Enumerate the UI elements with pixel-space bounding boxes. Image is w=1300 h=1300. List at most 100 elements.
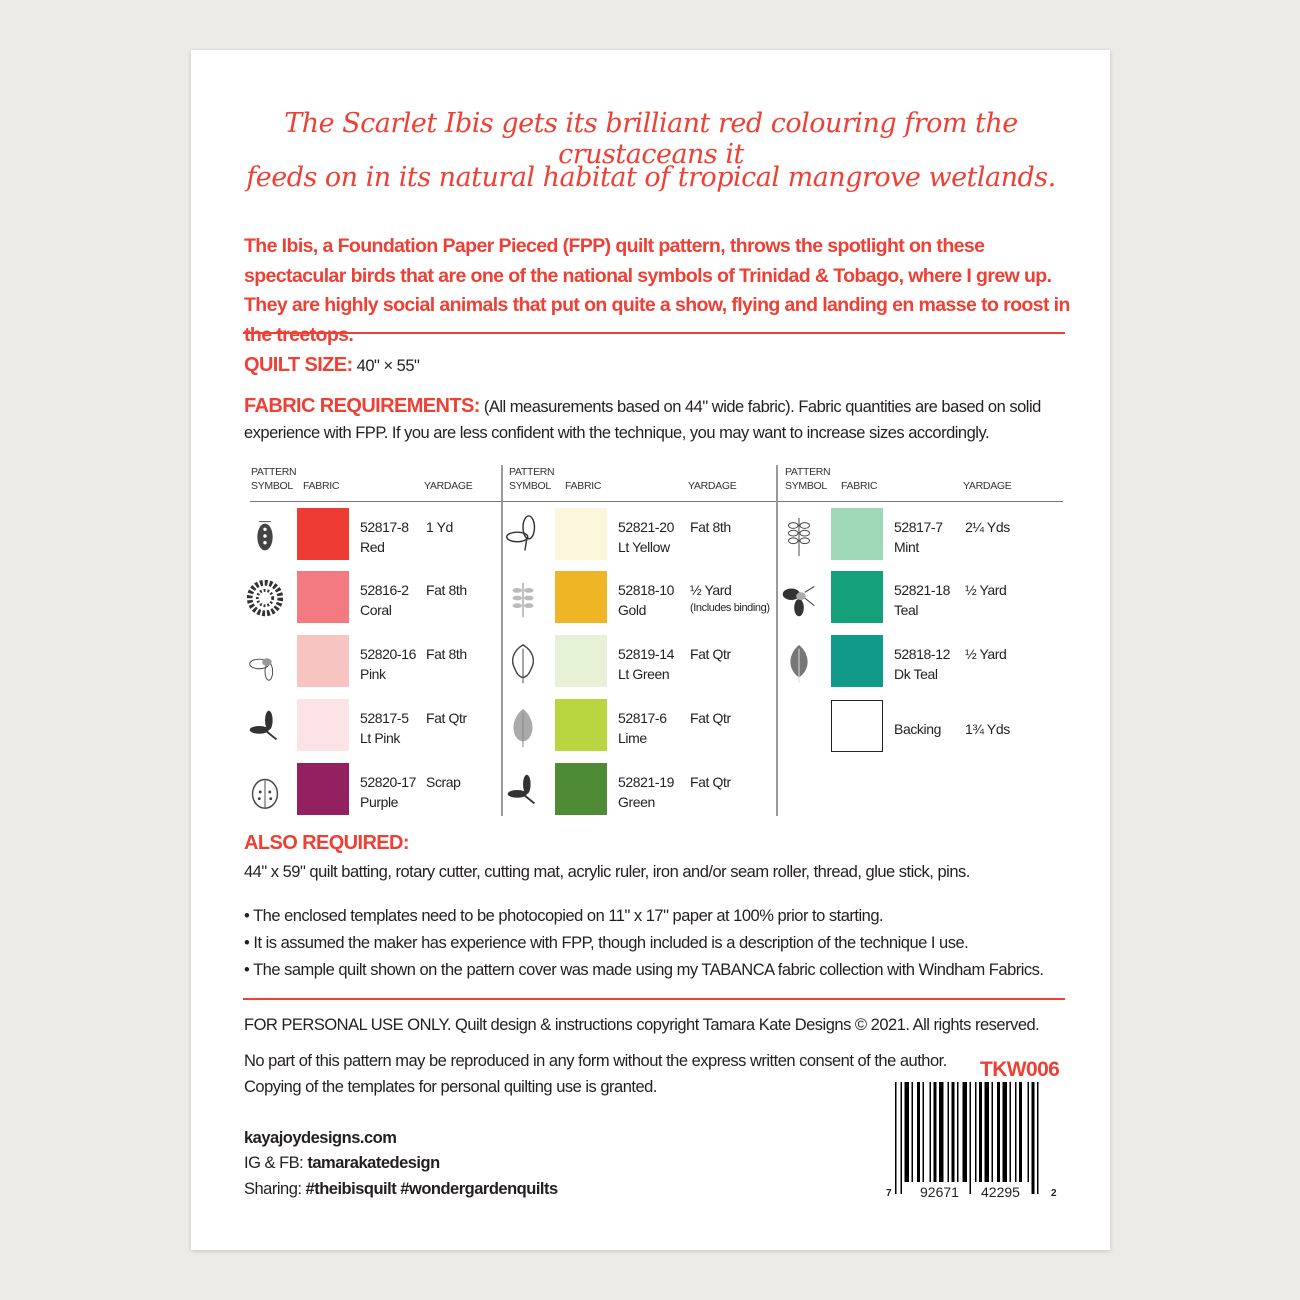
divider [243, 998, 1065, 1000]
fabric-row: 52820-16 Pink Fat 8th [247, 635, 517, 691]
header-symbol: PATTERN SYMBOL [509, 466, 555, 492]
fabric-row: 52820-17 Purple Scrap [247, 763, 517, 819]
fabric-row: 52821-19 Green Fat Qtr [505, 763, 775, 819]
sharing-label: Sharing: [244, 1180, 306, 1198]
yardage: ½ Yard [965, 580, 1007, 600]
fabric-color-name: Mint [894, 539, 919, 555]
barcode-group-2: 42295 [980, 1184, 1021, 1200]
ladybug-icon [251, 778, 279, 809]
fabric-swatch [555, 635, 607, 687]
butterfly-icon [506, 515, 536, 551]
quilt-size-label: QUILT SIZE: [244, 354, 353, 376]
firefly-icon [249, 658, 274, 681]
yardage: Fat Qtr [690, 644, 731, 664]
yardage-value: 1¾ Yds [965, 721, 1010, 737]
hashtags: #theibisquilt #wondergardenquilts [305, 1180, 559, 1198]
barcode-group-1: 92671 [919, 1184, 960, 1200]
fabric-color-name: Lt Green [618, 666, 670, 682]
yardage-value: 2¼ Yds [965, 519, 1010, 535]
barcode-bar [957, 1082, 959, 1182]
header-fabric: FABRIC [565, 480, 602, 492]
flower-icon [247, 579, 283, 617]
barcode-bar [1031, 1082, 1035, 1194]
also-required-label: ALSO REQUIRED: [244, 832, 410, 854]
fabric-row: 52816-2 Coral Fat 8th [247, 571, 517, 627]
barcode-bar [1019, 1082, 1022, 1182]
yardage: Fat Qtr [426, 708, 467, 728]
yardage: Fat Qtr [690, 708, 731, 728]
yardage: Fat 8th [426, 644, 467, 664]
script-heading-line-2: feeds on in its natural habitat of tropi… [246, 162, 1056, 193]
yardage-value: Fat Qtr [690, 646, 731, 662]
fabric-swatch [555, 699, 607, 751]
quilt-size-value: 40" × 55" [356, 357, 420, 375]
yardage: Fat 8th [426, 580, 467, 600]
social: IG & FB: tamarakatedesign [244, 1150, 440, 1176]
fabric-swatch [831, 635, 883, 687]
fabric-color-name: Purple [360, 794, 399, 810]
fabric-code: 52821-19 Green [618, 772, 674, 812]
fabric-requirements: FABRIC REQUIREMENTS: (All measurements b… [244, 393, 1064, 446]
barcode-bar [979, 1082, 982, 1182]
fabric-row: 52817-7 Mint 2¼ Yds [781, 508, 1051, 564]
social-handle[interactable]: tamarakatedesign [307, 1154, 440, 1172]
fabric-row: 52817-6 Lime Fat Qtr [505, 699, 775, 755]
fabric-color-name: Teal [894, 602, 919, 618]
barcode-bar [947, 1082, 949, 1182]
social-label: IG & FB: [244, 1154, 308, 1172]
fabric-code: Backing [894, 719, 941, 739]
fabric-code: 52818-12 Dk Teal [894, 644, 950, 684]
barcode-bar [951, 1082, 955, 1182]
barcode-bar [1015, 1082, 1017, 1182]
pattern-back-cover: The Scarlet Ibis gets its brilliant red … [191, 50, 1110, 1250]
barcode-bar [991, 1082, 993, 1182]
fabric-color-name: Lt Yellow [618, 539, 670, 555]
fabric-requirements-label: FABRIC REQUIREMENTS: [244, 395, 480, 417]
dragonfly-icon [507, 774, 536, 805]
fabric-row: 52819-14 Lt Green Fat Qtr [505, 635, 775, 691]
fabric-row: 52821-20 Lt Yellow Fat 8th [505, 508, 775, 564]
sharing: Sharing: #theibisquilt #wondergardenquil… [244, 1176, 558, 1202]
header-yardage: YARDAGE [963, 480, 1012, 492]
fabric-code-value: 52817-8 [360, 519, 409, 535]
yardage-value: Fat Qtr [690, 710, 731, 726]
fabric-code: 52817-5 Lt Pink [360, 708, 409, 748]
fabric-code: 52820-17 Purple [360, 772, 416, 812]
barcode-bar [1037, 1082, 1039, 1194]
fabric-swatch [555, 571, 607, 623]
header-symbol: PATTERN SYMBOL [785, 466, 831, 492]
reproduction-line-1: No part of this pattern may be reproduce… [244, 1052, 947, 1070]
barcode: 7 92671 42295 2 [881, 1082, 1071, 1202]
fabric-code: 52819-14 Lt Green [618, 644, 674, 684]
barcode-digit-right: 2 [1051, 1188, 1057, 1199]
yardage-note: (Includes binding) [690, 602, 770, 614]
website-link[interactable]: kayajoydesigns.com [244, 1129, 397, 1147]
product-code: TKW006 [980, 1058, 1060, 1081]
fabric-code-value: 52820-17 [360, 774, 416, 790]
barcode-bar [962, 1082, 967, 1182]
fabric-row: 52818-12 Dk Teal ½ Yard [781, 635, 1051, 691]
header-yardage: YARDAGE [424, 480, 473, 492]
fern-icon [788, 517, 810, 557]
yardage: Fat Qtr [690, 772, 731, 792]
yardage-value: Fat Qtr [426, 710, 467, 726]
yardage-value: 1 Yd [426, 519, 453, 535]
yardage: ½ Yard (Includes binding) [690, 580, 770, 616]
column-divider [501, 465, 503, 816]
barcode-bar [975, 1082, 977, 1182]
fabric-code-value: 52821-18 [894, 582, 950, 598]
fabric-swatch [297, 699, 349, 751]
yardage-value: Fat 8th [426, 582, 467, 598]
barcode-bar [929, 1082, 931, 1182]
divider [243, 332, 1065, 334]
fabric-code: 52817-7 Mint [894, 517, 943, 557]
barcode-bar [1027, 1082, 1029, 1182]
barcode-bar [1009, 1082, 1011, 1182]
fabric-row: 52818-10 Gold ½ Yard (Includes binding) [505, 571, 775, 627]
barcode-bar [933, 1082, 937, 1182]
yardage-value: ½ Yard [690, 582, 732, 598]
fabric-color-name: Green [618, 794, 655, 810]
barcode-bar [922, 1082, 924, 1182]
fabric-row: Backing 1¾ Yds [781, 700, 1051, 756]
fabric-swatch [297, 763, 349, 815]
